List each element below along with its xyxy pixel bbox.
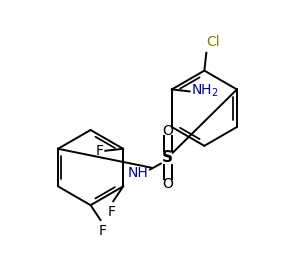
Text: O: O bbox=[162, 124, 173, 138]
Text: S: S bbox=[162, 150, 173, 165]
Text: O: O bbox=[162, 178, 173, 191]
Text: NH: NH bbox=[128, 166, 148, 180]
Text: NH$_2$: NH$_2$ bbox=[191, 82, 218, 99]
Text: F: F bbox=[95, 144, 103, 158]
Text: Cl: Cl bbox=[206, 35, 220, 49]
Text: F: F bbox=[107, 205, 115, 219]
Text: F: F bbox=[99, 224, 106, 238]
